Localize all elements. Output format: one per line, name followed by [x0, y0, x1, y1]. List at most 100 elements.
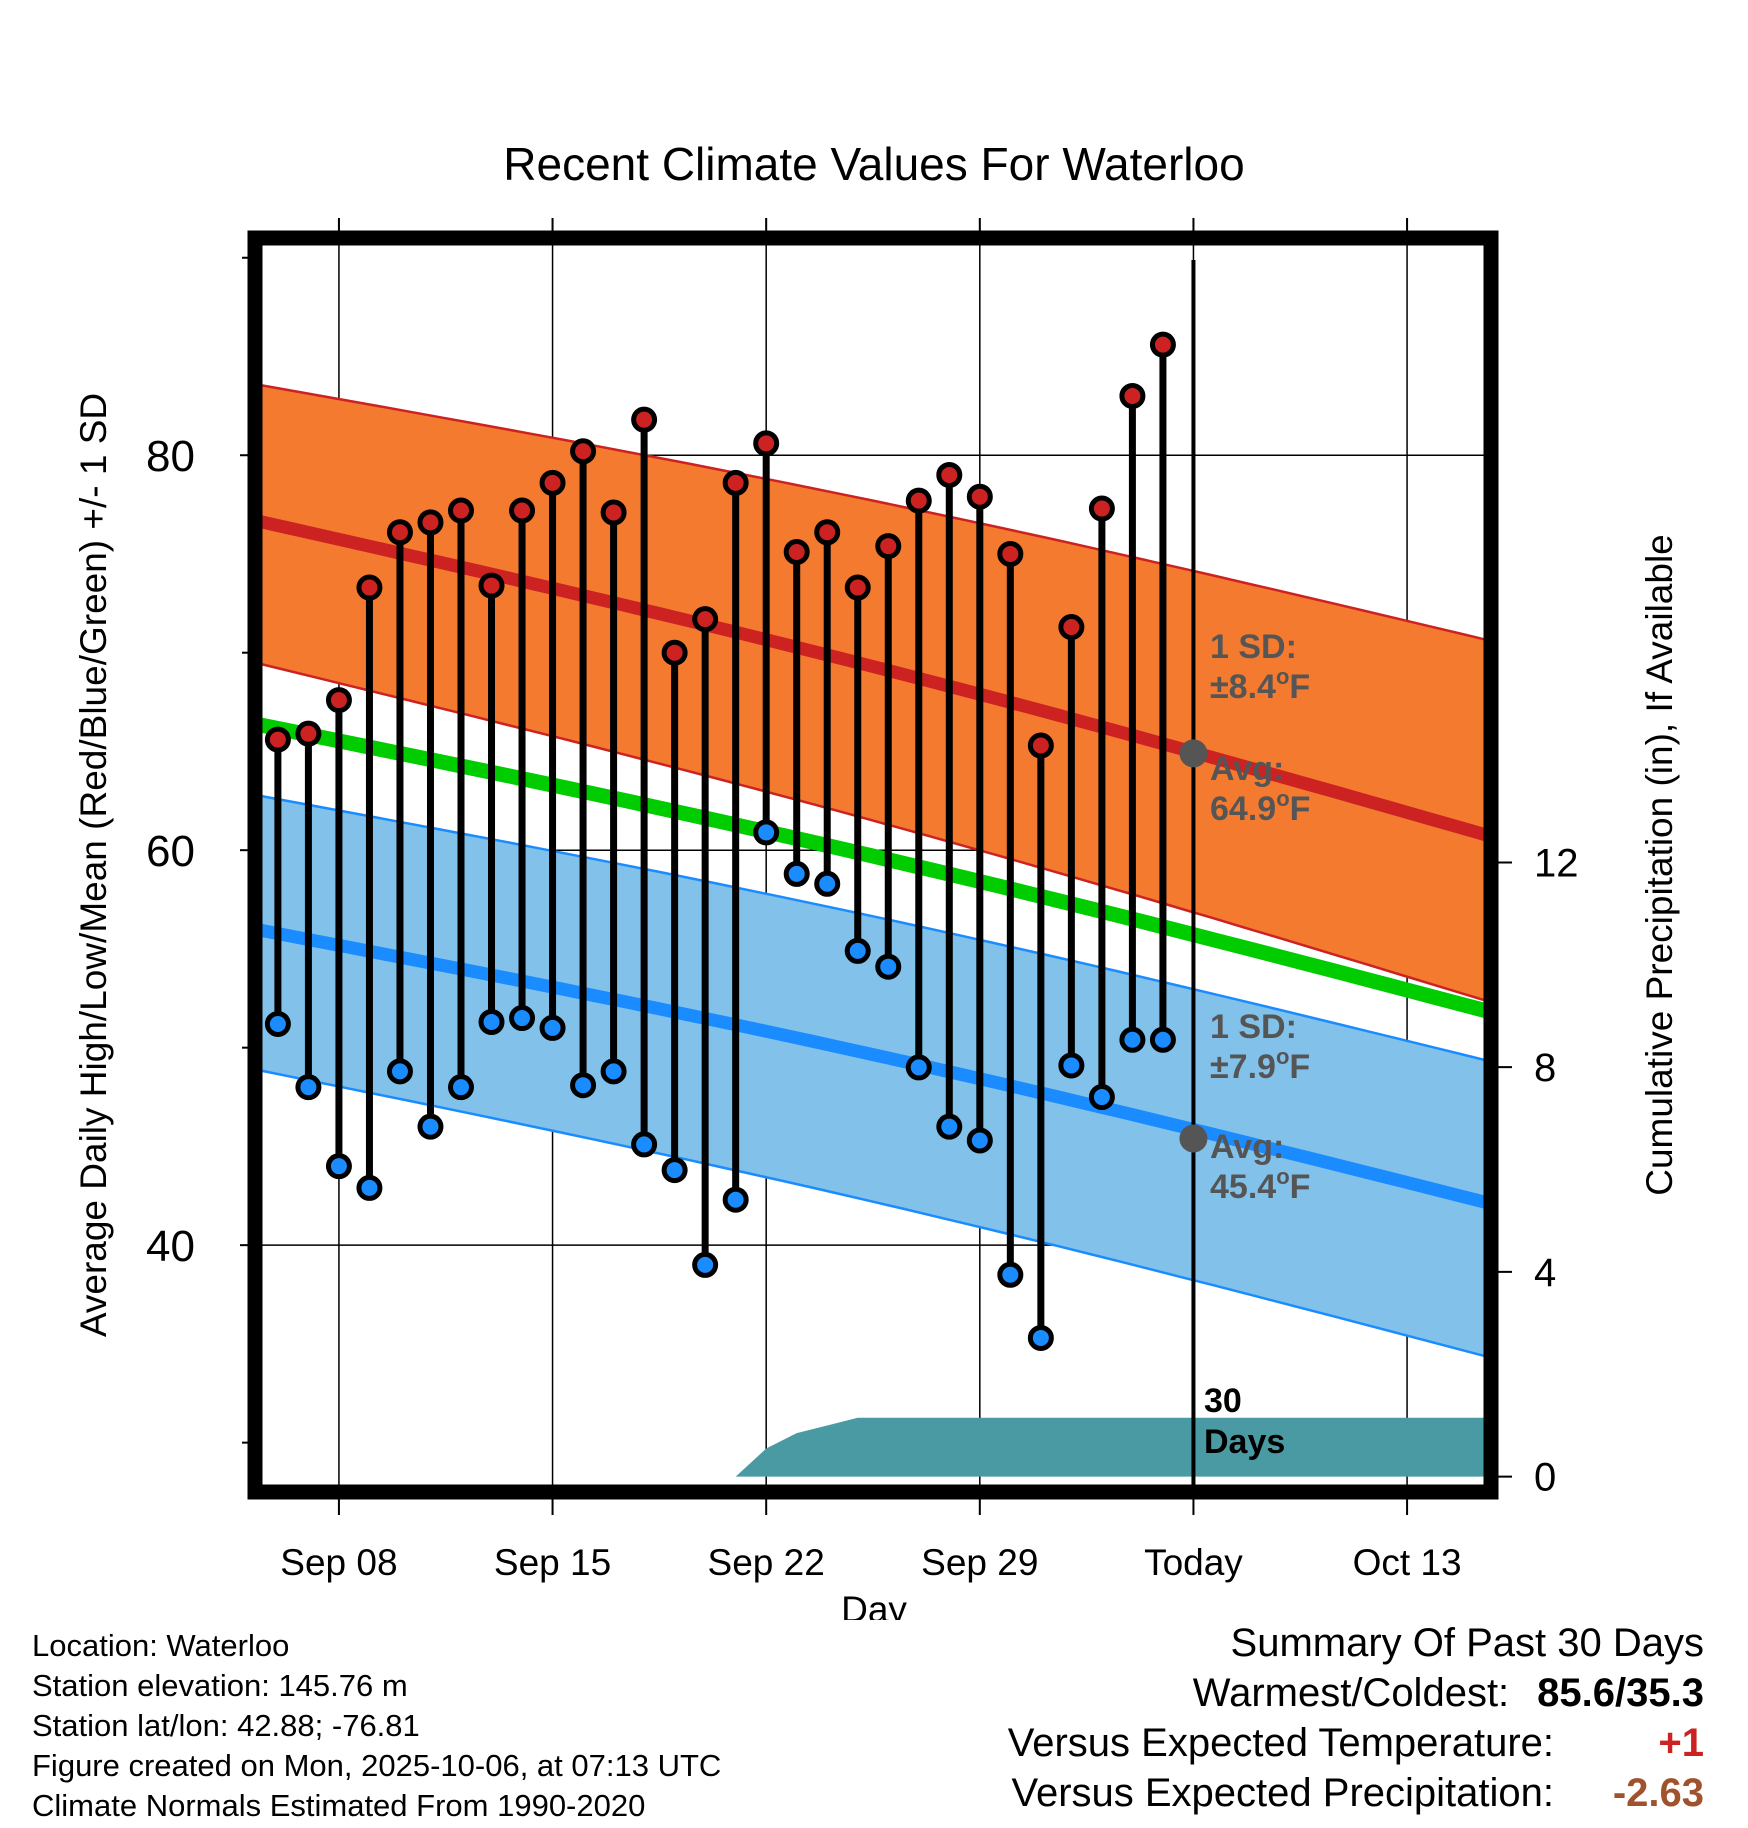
low-point [356, 1174, 383, 1201]
x-tick-label: Today [1144, 1542, 1243, 1583]
high-avg-label-value: 64.9 [1210, 790, 1276, 828]
low-avg-label-line2: 45.4oF [1210, 1164, 1310, 1206]
daily-observations [264, 331, 1176, 1351]
low-point [478, 1008, 505, 1035]
low-sd-label-line1: 1 SD: [1210, 1008, 1297, 1046]
high-sd-label-line1: 1 SD: [1210, 628, 1297, 666]
low-point [325, 1153, 352, 1180]
low-sd-label-line2: ±7.9oF [1210, 1044, 1310, 1086]
high-point [448, 497, 474, 524]
low-point [966, 1127, 993, 1154]
high-sd-label-value: ±8.4 [1210, 668, 1276, 706]
low-avg-label-line1: Avg: [1210, 1128, 1284, 1166]
high-point [997, 540, 1024, 567]
x-tick-label: Oct 13 [1353, 1542, 1462, 1583]
low-point [753, 819, 780, 846]
plot-frame [247, 230, 1499, 1500]
y2-axis-label: Cumulative Precipitation (in), If Availa… [1639, 534, 1680, 1196]
low-point [814, 870, 841, 897]
low-point [692, 1251, 719, 1278]
low-point [722, 1186, 749, 1213]
high-point [570, 438, 597, 465]
days-label-number: 30 [1204, 1382, 1242, 1420]
high-point [936, 461, 963, 488]
low-point [295, 1074, 322, 1101]
low-point [448, 1074, 474, 1101]
low-point [1149, 1026, 1176, 1053]
low-sd-label-unit: F [1289, 1048, 1310, 1086]
high-point [386, 519, 413, 546]
days-label-text: Days [1204, 1423, 1285, 1461]
low-point [509, 1005, 536, 1032]
y-tick-label: 80 [146, 432, 195, 481]
precip-label: Versus Expected Precipitation: [1011, 1771, 1554, 1815]
temp-label: Versus Expected Temperature: [1007, 1721, 1554, 1765]
y2-tick-label: 0 [1534, 1456, 1556, 1500]
y2-tick-label: 8 [1534, 1046, 1556, 1090]
x-axis-label: Day [841, 1589, 907, 1620]
high-point [478, 572, 505, 599]
temp-value: +1 [1658, 1721, 1704, 1765]
high-avg-label-degree: o [1276, 786, 1289, 811]
high-point [631, 406, 658, 433]
high-avg-label-line2: 64.9oF [1210, 786, 1310, 828]
high-point [295, 720, 322, 747]
high-point [692, 606, 719, 633]
high-avg-marker [1179, 739, 1208, 768]
x-tick-label: Sep 15 [494, 1542, 611, 1583]
high-point [1058, 614, 1085, 641]
high-point [325, 687, 352, 714]
elevation-text: Station elevation: 145.76 m [32, 1668, 408, 1703]
high-sd-label-degree: o [1276, 664, 1289, 689]
low-avg-marker [1179, 1124, 1208, 1153]
low-avg-label-degree: o [1276, 1164, 1289, 1189]
low-point [1058, 1052, 1085, 1079]
low-point [264, 1010, 291, 1037]
low-point [631, 1131, 658, 1158]
high-point [814, 519, 841, 546]
high-point [753, 430, 780, 457]
low-point [570, 1072, 597, 1099]
high-sd-label-line2: ±8.4oF [1210, 664, 1310, 706]
climate-chart: Recent Climate Values For Waterloo 1 SD:… [73, 138, 1680, 1620]
high-point [722, 469, 749, 496]
high-point [417, 509, 444, 536]
created-text: Figure created on Mon, 2025-10-06, at 07… [32, 1748, 722, 1783]
high-point [966, 483, 993, 510]
low-point [539, 1014, 566, 1041]
high-point [1149, 331, 1176, 358]
high-point [264, 726, 291, 753]
latlon-text: Station lat/lon: 42.88; -76.81 [32, 1708, 420, 1743]
low-point [936, 1113, 963, 1140]
x-tick-label: Sep 08 [280, 1542, 397, 1583]
normals-text: Climate Normals Estimated From 1990-2020 [32, 1788, 646, 1823]
y2-tick-label: 12 [1534, 841, 1579, 885]
low-sd-label-degree: o [1276, 1044, 1289, 1069]
low-avg-label-unit: F [1290, 1168, 1311, 1206]
warmest-label: Warmest/Coldest: [1192, 1671, 1510, 1715]
high-sd-label-unit: F [1289, 668, 1310, 706]
high-point [509, 497, 536, 524]
precipitation-area [735, 1417, 1484, 1477]
precipitation-fill [735, 1417, 1484, 1477]
high-point [539, 469, 566, 496]
y-tick-label: 40 [146, 1222, 195, 1271]
high-point [1088, 495, 1115, 522]
high-point [661, 639, 688, 666]
summary-heading: Summary Of Past 30 Days [1230, 1621, 1704, 1665]
low-point [997, 1261, 1024, 1288]
high-point [1027, 732, 1054, 759]
station-info: Location: Waterloo Station elevation: 14… [32, 1626, 721, 1826]
high-avg-label-line1: Avg: [1210, 750, 1284, 788]
low-point [417, 1113, 444, 1140]
high-point [600, 499, 627, 526]
high-point [1119, 382, 1146, 409]
high-point [844, 574, 871, 601]
low-point [661, 1157, 688, 1184]
low-point [1088, 1084, 1115, 1111]
low-avg-label-value: 45.4 [1210, 1168, 1276, 1206]
low-point [1027, 1324, 1054, 1351]
y2-tick-label: 4 [1534, 1251, 1556, 1295]
x-tick-label: Sep 29 [921, 1542, 1038, 1583]
